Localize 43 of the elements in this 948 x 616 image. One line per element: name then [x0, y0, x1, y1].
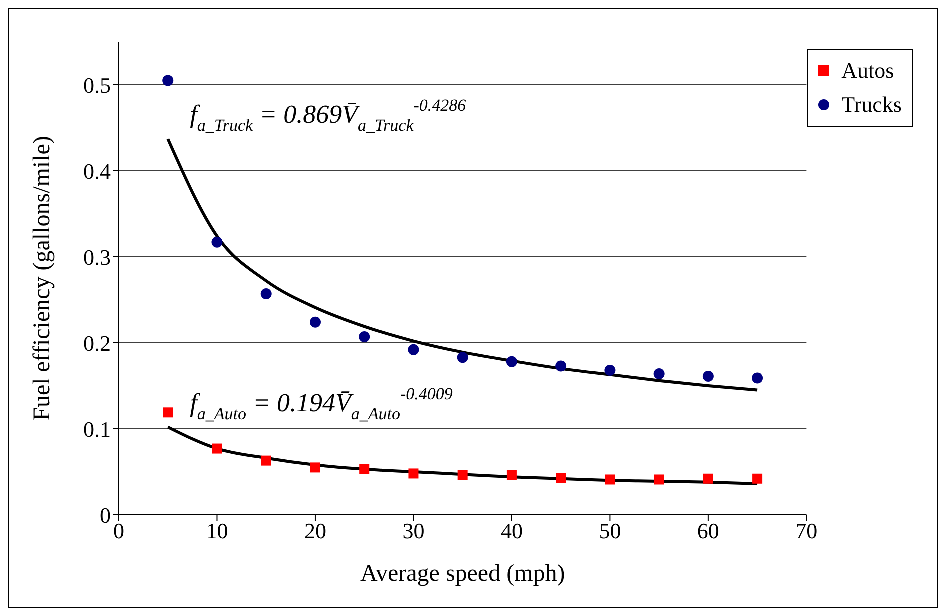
point	[752, 372, 764, 384]
x-tick-label: 50	[599, 518, 622, 544]
x-tick-label: 70	[796, 518, 818, 544]
y-tick-label: 0.2	[84, 330, 111, 356]
x-tick-label: 60	[697, 518, 720, 544]
point	[310, 316, 321, 328]
x-axis-title: Average speed (mph)	[360, 561, 566, 587]
point	[310, 462, 320, 473]
point	[163, 408, 174, 418]
point	[654, 368, 665, 380]
point	[162, 75, 174, 86]
point	[359, 331, 370, 342]
y-tick-label: 0.4	[84, 158, 111, 184]
point	[654, 474, 664, 485]
point	[703, 474, 714, 484]
point	[702, 371, 714, 382]
legend-label: Trucks	[842, 91, 902, 119]
point	[260, 288, 272, 300]
point	[408, 468, 419, 479]
point	[360, 464, 370, 474]
y-tick-label: 0	[100, 502, 111, 528]
y-tick-label: 0.1	[84, 416, 111, 442]
point	[506, 470, 517, 480]
point	[556, 473, 566, 484]
point	[261, 456, 272, 466]
legend-label: Autos	[842, 57, 894, 85]
point	[458, 470, 468, 480]
y-tick-label: 0.3	[84, 244, 111, 270]
point	[604, 365, 616, 376]
point	[556, 360, 567, 372]
point	[212, 444, 222, 454]
point	[506, 356, 518, 368]
x-tick-label: 10	[206, 518, 228, 544]
point	[457, 352, 468, 364]
point	[752, 474, 763, 484]
x-tick-label: 20	[304, 518, 326, 544]
x-tick-label: 40	[500, 518, 523, 544]
x-tick-label: 30	[402, 518, 425, 544]
y-axis-title: Fuel efficiency (gallons/mile)	[30, 136, 56, 421]
point	[212, 236, 223, 248]
y-tick-label: 0.5	[84, 72, 111, 98]
point	[408, 344, 420, 356]
point	[605, 474, 616, 485]
